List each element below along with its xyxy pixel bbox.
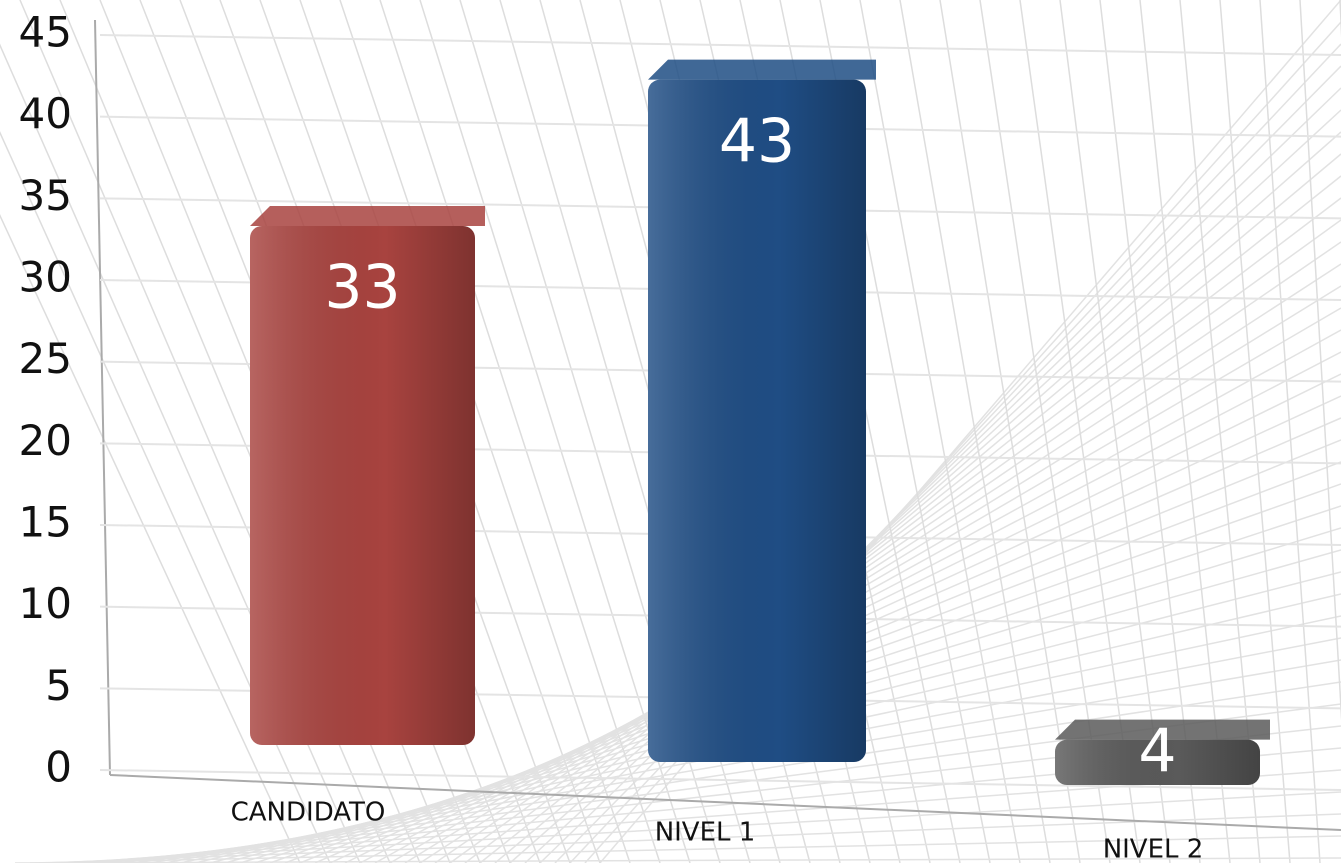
y-tick-label: 20 [19, 416, 72, 465]
x-axis [109, 774, 1341, 831]
pattern-line [494, 153, 1341, 863]
pattern-line [1259, 0, 1321, 863]
x-tick-label: NIVEL 1 [655, 818, 756, 848]
pattern-line [449, 219, 1341, 863]
pattern-line [379, 0, 661, 863]
y-tick-label: 25 [19, 334, 72, 383]
pattern-line [1019, 0, 1141, 863]
pattern-line [1139, 0, 1231, 863]
pattern-line [74, 769, 1341, 863]
y-tick-label: 30 [19, 253, 72, 302]
bar-shade [648, 79, 866, 762]
pattern-line [1099, 0, 1201, 863]
bar-shade [1055, 739, 1260, 785]
pattern-line [0, 213, 301, 863]
pattern-line [1299, 0, 1341, 721]
pattern-line [14, 857, 1341, 863]
value-label: 33 [324, 253, 400, 323]
pattern-line [434, 241, 1341, 863]
grid-line [99, 34, 1341, 56]
x-tick-label: CANDIDATO [231, 798, 386, 828]
y-tick-label: 40 [19, 89, 72, 138]
y-tick-label: 10 [19, 579, 72, 628]
y-axis [94, 19, 111, 776]
pattern-line [29, 835, 1341, 863]
y-tick-label: 45 [19, 8, 72, 57]
pattern-line [1059, 0, 1171, 863]
pattern-line [1219, 0, 1291, 863]
y-tick-label: 5 [45, 661, 72, 710]
pattern-line [404, 285, 1341, 863]
pattern-line [899, 0, 1051, 863]
y-tick-label: 15 [19, 498, 72, 547]
pattern-line [1179, 0, 1261, 863]
pattern-line [464, 197, 1341, 863]
pattern-line [44, 813, 1341, 863]
pattern-line [59, 791, 1341, 863]
pattern-line [339, 0, 631, 863]
pattern-line [939, 0, 1081, 863]
y-tick-label: 35 [19, 171, 72, 220]
value-label: 43 [719, 106, 795, 176]
grid-line [99, 769, 1341, 791]
bar-shade [250, 226, 475, 745]
value-label: 4 [1138, 717, 1176, 787]
pattern-line [419, 263, 1341, 863]
pattern-line [134, 681, 1341, 863]
x-tick-label: NIVEL 2 [1103, 835, 1204, 863]
bar-top [648, 59, 876, 80]
bar-top [250, 206, 485, 226]
y-tick-label: 0 [45, 743, 72, 792]
bar-top [1055, 719, 1270, 740]
